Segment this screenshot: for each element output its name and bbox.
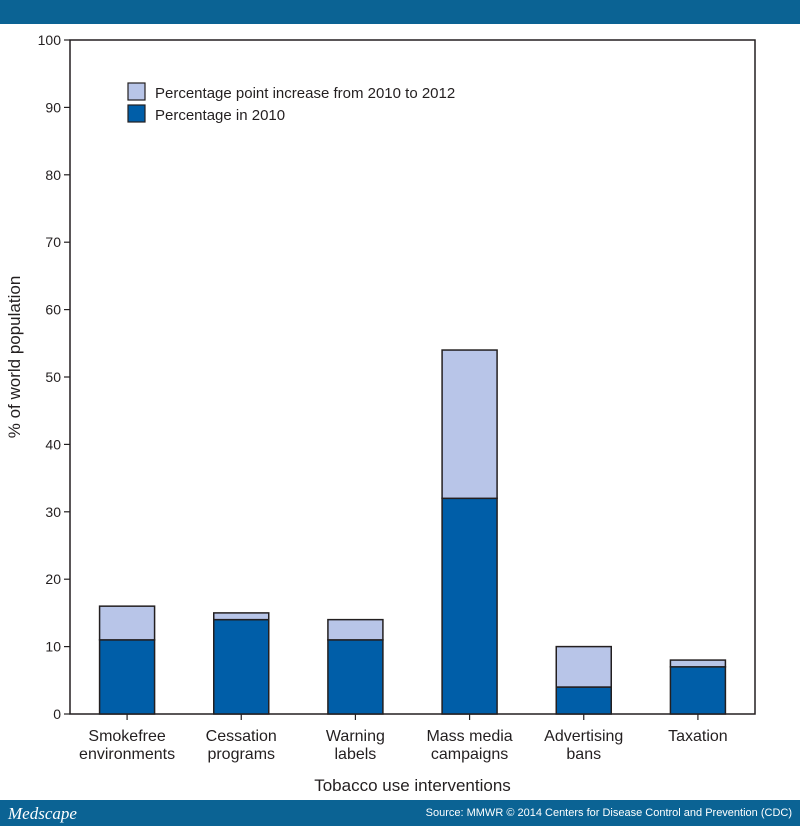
bar-segment-increase bbox=[213, 612, 270, 621]
y-tick-label: 70 bbox=[45, 234, 61, 250]
bar-segment-increase bbox=[98, 605, 156, 641]
source-credit: Source: MMWR © 2014 Centers for Disease … bbox=[425, 807, 792, 819]
legend-label: Percentage point increase from 2010 to 2… bbox=[155, 85, 455, 102]
y-tick-label: 10 bbox=[45, 639, 61, 655]
y-axis: 0 10 20 30 40 50 60 70 80 90 100 bbox=[38, 32, 70, 722]
y-tick-label: 100 bbox=[38, 32, 62, 48]
bars-group bbox=[98, 349, 727, 715]
x-tick-label: campaigns bbox=[431, 746, 508, 763]
legend: Percentage point increase from 2010 to 2… bbox=[127, 82, 455, 124]
legend-swatch-2010 bbox=[127, 104, 146, 123]
y-tick-label: 80 bbox=[45, 167, 61, 183]
plot-area-frame bbox=[69, 39, 756, 715]
x-tick-label: Warning bbox=[326, 728, 385, 745]
y-tick-label: 60 bbox=[45, 302, 61, 318]
bar-segment-increase bbox=[441, 349, 498, 500]
stacked-bar-chart: 0 10 20 30 40 50 60 70 80 90 100 Smokefreeenvironm… bbox=[5, 32, 756, 795]
x-axis-title: Tobacco use interventions bbox=[314, 776, 511, 795]
x-tick-label: bans bbox=[566, 746, 601, 763]
x-tick-label: Advertising bbox=[544, 728, 623, 745]
y-tick-label: 0 bbox=[53, 706, 61, 722]
x-tick-label: programs bbox=[207, 746, 275, 763]
footer-bar: Medscape Source: MMWR © 2014 Centers for… bbox=[0, 800, 800, 826]
x-tick-label: labels bbox=[335, 746, 377, 763]
x-tick-label: Cessation bbox=[206, 728, 277, 745]
bar-segment-2010 bbox=[213, 618, 270, 715]
bar-segment-2010 bbox=[555, 686, 612, 715]
x-tick-label: Mass media bbox=[426, 728, 512, 745]
bar-segment-increase bbox=[327, 618, 384, 641]
medscape-logo: Medscape bbox=[8, 804, 77, 823]
y-tick-label: 90 bbox=[45, 99, 61, 115]
bar-segment-2010 bbox=[669, 666, 727, 715]
header-bar bbox=[0, 0, 800, 24]
legend-swatch-increase bbox=[127, 82, 146, 101]
y-axis-title: % of world population bbox=[5, 276, 24, 439]
bar-segment-2010 bbox=[327, 639, 384, 715]
bar-segment-2010 bbox=[441, 497, 498, 715]
y-tick-label: 40 bbox=[45, 436, 61, 452]
bar-segment-increase bbox=[555, 645, 612, 688]
x-tick-label: Smokefree bbox=[88, 728, 165, 745]
bar-segment-2010 bbox=[98, 639, 156, 715]
bar-segment-increase bbox=[669, 659, 727, 668]
legend-label: Percentage in 2010 bbox=[155, 107, 285, 124]
y-tick-label: 20 bbox=[45, 571, 61, 587]
y-tick-label: 50 bbox=[45, 369, 61, 385]
y-tick-label: 30 bbox=[45, 504, 61, 520]
x-tick-label: Taxation bbox=[668, 728, 728, 745]
x-tick-label: environments bbox=[79, 746, 175, 763]
